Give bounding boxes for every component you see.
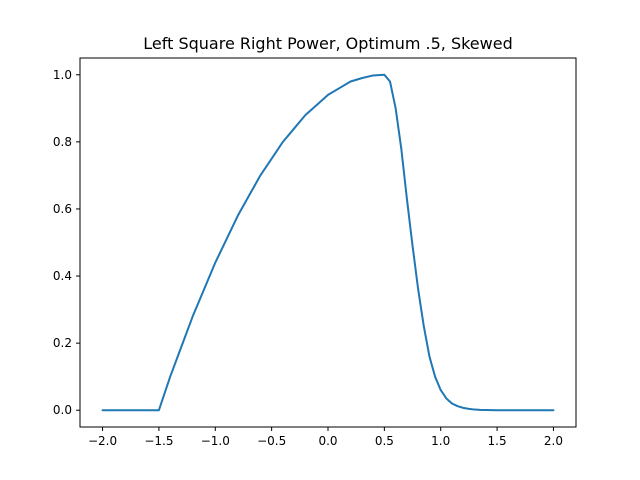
plot-frame — [79, 57, 577, 428]
y-tick-label: 0.6 — [53, 202, 72, 216]
y-axis: 0.0 0.2 0.4 0.6 0.8 1.0 — [53, 68, 80, 417]
x-tick-label: 2.0 — [544, 434, 563, 448]
y-tick-label: 0.4 — [53, 269, 72, 283]
series-line-0 — [101, 73, 555, 412]
x-tick-label: −2.0 — [88, 434, 117, 448]
y-tick-label: 0.8 — [53, 135, 72, 149]
chart-title: Left Square Right Power, Optimum .5, Ske… — [143, 34, 512, 53]
x-tick-label: −1.5 — [144, 434, 173, 448]
x-tick-label: 1.0 — [431, 434, 450, 448]
y-tick-label: 1.0 — [53, 68, 72, 82]
x-axis: −2.0 −1.5 −1.0 −0.5 0.0 0.5 1.0 1.5 2.0 — [88, 427, 563, 448]
plot-area — [101, 73, 555, 412]
x-tick-label: −1.0 — [201, 434, 230, 448]
x-tick-label: 0.0 — [318, 434, 337, 448]
x-tick-label: −0.5 — [257, 434, 286, 448]
x-tick-label: 0.5 — [375, 434, 394, 448]
x-tick-label: 1.5 — [488, 434, 507, 448]
y-tick-label: 0.2 — [53, 336, 72, 350]
y-tick-label: 0.0 — [53, 403, 72, 417]
